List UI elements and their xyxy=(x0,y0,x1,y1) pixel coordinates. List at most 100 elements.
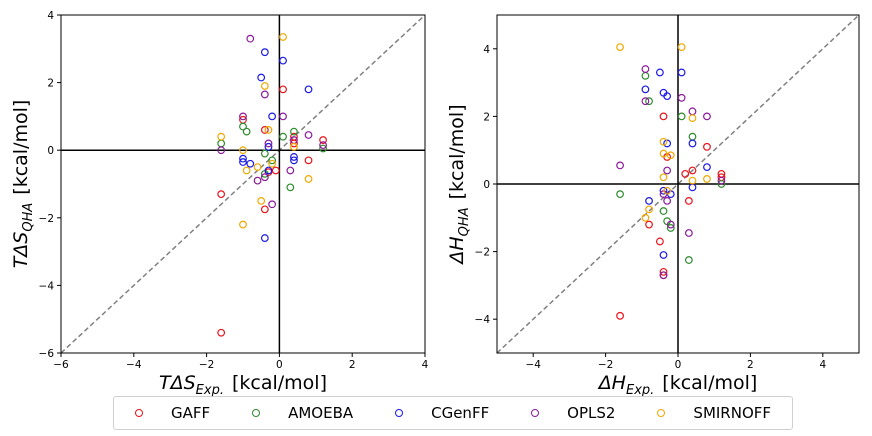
point-opls2 xyxy=(641,65,650,73)
point-gaff xyxy=(681,169,690,178)
point-gaff xyxy=(616,311,624,320)
y-tick-label: 4 xyxy=(47,10,54,22)
point-opls2 xyxy=(217,146,226,155)
point-gaff xyxy=(645,220,653,229)
point-cgenff xyxy=(688,183,697,192)
point-amoeba xyxy=(659,207,668,215)
point-smirnoff xyxy=(268,159,277,168)
y-tick-label: −2 xyxy=(39,213,54,225)
x-tick-label: −2 xyxy=(199,359,214,371)
point-amoeba xyxy=(677,112,686,121)
point-opls2 xyxy=(663,196,672,205)
point-gaff xyxy=(217,328,226,337)
x-tick-label: −4 xyxy=(126,359,142,371)
point-smirnoff xyxy=(659,149,668,158)
point-cgenff xyxy=(268,112,277,121)
y-tick-label: −2 xyxy=(475,247,490,259)
point-gaff xyxy=(319,136,327,144)
point-amoeba xyxy=(684,256,693,264)
legend-item-gaff: GAFF xyxy=(134,404,210,422)
point-opls2 xyxy=(286,166,295,175)
point-amoeba xyxy=(286,183,295,192)
x-tick-label: 0 xyxy=(276,359,283,371)
point-opls2 xyxy=(659,271,668,280)
x-tick-label: 4 xyxy=(819,359,826,371)
point-smirnoff xyxy=(645,205,653,214)
point-cgenff xyxy=(659,251,668,259)
point-smirnoff xyxy=(666,151,675,160)
legend-item-opls2: OPLS2 xyxy=(531,404,615,422)
point-smirnoff xyxy=(239,146,247,155)
y-tick-label: −6 xyxy=(39,348,55,360)
point-smirnoff xyxy=(703,175,711,183)
x-tick-label: −2 xyxy=(598,359,613,371)
point-opls2 xyxy=(616,161,624,170)
point-gaff xyxy=(659,267,668,276)
point-gaff xyxy=(279,85,287,94)
point-smirnoff xyxy=(641,213,650,222)
point-amoeba xyxy=(319,144,327,153)
point-smirnoff xyxy=(659,173,668,182)
point-smirnoff xyxy=(260,82,269,90)
point-gaff xyxy=(688,166,697,175)
point-opls2 xyxy=(717,176,726,185)
point-opls2 xyxy=(304,131,313,139)
point-cgenff xyxy=(264,166,273,175)
point-smirnoff xyxy=(659,137,668,146)
point-cgenff xyxy=(677,68,686,77)
point-gaff xyxy=(656,237,664,246)
legend-marker-icon xyxy=(531,409,540,417)
point-gaff xyxy=(304,156,313,165)
point-cgenff xyxy=(304,85,313,94)
point-opls2 xyxy=(663,166,672,175)
legend-label: SMIRNOFF xyxy=(693,404,772,422)
point-amoeba xyxy=(688,132,697,141)
legend-item-smirnoff: SMIRNOFF xyxy=(657,404,771,422)
x-tick-label: 2 xyxy=(747,359,754,371)
point-opls2 xyxy=(641,97,650,106)
point-smirnoff xyxy=(242,166,251,175)
legend-label: AMOEBA xyxy=(288,404,354,422)
point-smirnoff xyxy=(688,176,697,185)
enthalpy-panel: −4 −2 0 2 4 −4 −2 0 2 4 ΔHExp. [kcal/mol] ΔHQHA[kcal… xyxy=(446,14,860,398)
point-cgenff xyxy=(641,85,650,94)
point-cgenff xyxy=(645,196,653,205)
legend-marker-icon xyxy=(657,409,666,417)
x-axis-label: TΔSExp. [kcal/mol] xyxy=(159,372,327,398)
point-cgenff xyxy=(703,163,711,172)
point-gaff xyxy=(290,139,298,148)
legend-marker-icon xyxy=(252,409,261,417)
point-gaff xyxy=(217,190,226,199)
point-amoeba xyxy=(645,97,653,106)
point-cgenff xyxy=(290,153,298,161)
point-opls2 xyxy=(677,93,686,102)
x-tick-label: −6 xyxy=(53,359,69,371)
point-opls2 xyxy=(260,90,269,99)
point-amoeba xyxy=(239,122,247,131)
y-tick-label: 0 xyxy=(483,179,490,191)
point-opls2 xyxy=(703,112,711,121)
point-cgenff xyxy=(279,56,287,65)
point-amoeba xyxy=(666,224,675,232)
point-cgenff xyxy=(246,159,255,168)
legend-marker-icon xyxy=(395,409,404,417)
x-tick-label: −4 xyxy=(525,359,541,371)
plot-frame xyxy=(60,14,426,354)
point-gaff xyxy=(659,112,668,121)
y-tick-label: 4 xyxy=(483,44,490,56)
point-cgenff xyxy=(688,139,697,148)
identity-line xyxy=(60,14,426,354)
point-smirnoff xyxy=(663,186,672,195)
point-smirnoff xyxy=(279,33,287,41)
point-cgenff xyxy=(659,186,668,195)
point-gaff xyxy=(703,142,711,151)
point-smirnoff xyxy=(264,126,273,134)
y-axis-label: TΔSQHA[kcal/mol] xyxy=(10,100,36,269)
point-cgenff xyxy=(239,154,247,163)
point-gaff xyxy=(271,166,280,175)
legend-marker-icon xyxy=(134,409,143,417)
x-tick-label: 4 xyxy=(422,359,429,371)
point-smirnoff xyxy=(257,196,266,205)
point-smirnoff xyxy=(253,163,262,172)
identity-line xyxy=(496,14,860,354)
